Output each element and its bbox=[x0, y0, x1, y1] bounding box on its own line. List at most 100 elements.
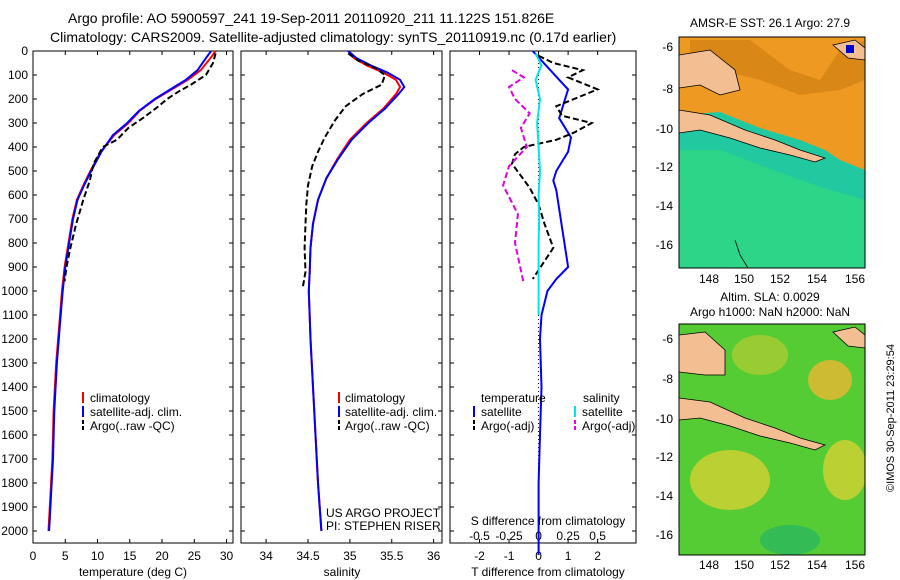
map2-lon-tick: 150 bbox=[734, 558, 754, 572]
map1-lat-tick: -12 bbox=[656, 160, 674, 174]
legend-argo: Argo(..raw -QC) bbox=[345, 419, 430, 433]
map1-lon-tick: 148 bbox=[699, 272, 719, 286]
depth-axis: 0 100 200 300 400 500 600 700 800 900 1000 1100 1200… bbox=[1, 44, 636, 538]
map-axes: -6 -6 -8 -8 -10 -10 -12 -12 -14 -14 -16 -16 148 148 15… bbox=[656, 40, 866, 572]
depth-tick-label: 1000 bbox=[1, 284, 28, 298]
sst-map bbox=[679, 37, 865, 268]
depth-tick-label: 100 bbox=[8, 68, 28, 82]
map2-lon-tick: 148 bbox=[699, 558, 719, 572]
map1-frame bbox=[678, 36, 866, 269]
x-tick-label: 0 bbox=[535, 549, 542, 563]
map1-lat-tick: -16 bbox=[656, 238, 674, 252]
map1-lon-tick: 154 bbox=[807, 272, 827, 286]
x-tick-label: 34 bbox=[259, 549, 273, 563]
temperature-panel-frame bbox=[32, 50, 234, 544]
map2-title-2: Argo h1000: NaN h2000: NaN bbox=[690, 305, 850, 319]
depth-tick-label: 1500 bbox=[1, 404, 28, 418]
coast-detail bbox=[734, 239, 749, 268]
sla-patch bbox=[808, 360, 852, 400]
map2-lat-tick: -14 bbox=[656, 489, 674, 503]
map1-title: AMSR-E SST: 26.1 Argo: 27.9 bbox=[690, 16, 850, 30]
temperature-plot: 0 5 10 15 20 25 30 bbox=[30, 50, 234, 563]
depth-tick-label: 900 bbox=[8, 260, 28, 274]
legend-sal-sat: satellite bbox=[582, 405, 623, 419]
map2-frame bbox=[678, 323, 866, 556]
x-tick-label-salinity: 0.5 bbox=[589, 529, 606, 543]
sdiff-xlabel: S difference from climatology bbox=[471, 514, 626, 528]
x-tick-label: 0 bbox=[30, 549, 37, 563]
map1-lat-tick: -8 bbox=[662, 82, 673, 96]
temperature-xlabel: temperature (deg C) bbox=[79, 565, 187, 579]
map1-lat-tick: -14 bbox=[656, 199, 674, 213]
depth-tick-label: 1800 bbox=[1, 476, 28, 490]
legend-temp-heading: temperature bbox=[481, 391, 546, 405]
x-tick-label: 30 bbox=[220, 549, 234, 563]
map1-lon-tick: 156 bbox=[845, 272, 865, 286]
depth-tick-label: 2000 bbox=[1, 524, 28, 538]
sst-cold-pixel bbox=[846, 45, 854, 53]
salinity-legend: climatology satellite-adj. clim. Argo(..… bbox=[338, 391, 437, 433]
salinity-panel-frame bbox=[240, 50, 443, 544]
salinity-plot: 34 34.5 35 35.5 36 bbox=[259, 50, 441, 563]
series-line-salinity-argo-adj- bbox=[502, 69, 531, 285]
legend-satellite: satellite-adj. clim. bbox=[345, 405, 437, 419]
temperature-legend: climatology satellite-adj. clim. Argo(..… bbox=[82, 391, 182, 433]
x-tick-label: 34.5 bbox=[296, 549, 320, 563]
depth-tick-label: 1600 bbox=[1, 428, 28, 442]
x-tick-label: 1 bbox=[565, 549, 572, 563]
map2-lon-tick: 154 bbox=[807, 558, 827, 572]
x-tick-label: 20 bbox=[155, 549, 169, 563]
x-tick-label: 5 bbox=[62, 549, 69, 563]
series-line-argo-raw-qc- bbox=[63, 53, 217, 282]
series-line-salinity-satellite bbox=[534, 52, 543, 315]
depth-tick-label: 1200 bbox=[1, 332, 28, 346]
depth-tick-label: 1300 bbox=[1, 356, 28, 370]
land-new-guinea bbox=[679, 331, 726, 376]
project-label: US ARGO PROJECT bbox=[326, 506, 441, 520]
land-new-guinea bbox=[679, 49, 741, 96]
map1-lat-tick: -10 bbox=[656, 122, 674, 136]
land-peninsula bbox=[679, 109, 827, 163]
depth-tick-label: 0 bbox=[21, 44, 28, 58]
sla-map bbox=[679, 324, 865, 555]
map2-lat-tick: -12 bbox=[656, 450, 674, 464]
depth-tick-label: 600 bbox=[8, 188, 28, 202]
depth-tick-label: 1700 bbox=[1, 452, 28, 466]
x-tick-label: 10 bbox=[91, 549, 105, 563]
depth-tick-label: 500 bbox=[8, 164, 28, 178]
x-tick-label: 15 bbox=[123, 549, 137, 563]
difference-panel-frame bbox=[449, 50, 637, 544]
difference-plot: -2 -1 0 1 2-0.5 -0.25 0 0.25 0.5 bbox=[469, 50, 606, 563]
land-peninsula bbox=[679, 397, 827, 451]
x-tick-label-salinity: -0.5 bbox=[469, 529, 490, 543]
map1-lat-tick: -6 bbox=[662, 40, 673, 54]
legend-climatology: climatology bbox=[90, 391, 150, 405]
legend-sal-heading: salinity bbox=[583, 391, 620, 405]
x-tick-label: -2 bbox=[474, 549, 485, 563]
x-tick-label: 35 bbox=[343, 549, 357, 563]
x-tick-label: 2 bbox=[594, 549, 601, 563]
pi-label: PI: STEPHEN RISER bbox=[326, 519, 441, 533]
x-tick-label: 36 bbox=[427, 549, 441, 563]
sla-patch bbox=[732, 335, 788, 375]
x-tick-label: -1 bbox=[504, 549, 515, 563]
depth-tick-label: 200 bbox=[8, 92, 28, 106]
x-tick-label-salinity: -0.25 bbox=[495, 529, 523, 543]
map2-lat-tick: -16 bbox=[656, 528, 674, 542]
sst-warm-band bbox=[690, 40, 865, 95]
map2-lat-tick: -8 bbox=[662, 372, 673, 386]
tdiff-xlabel: T difference from climatology bbox=[471, 565, 625, 579]
depth-tick-label: 1400 bbox=[1, 380, 28, 394]
legend-satellite: satellite-adj. clim. bbox=[90, 405, 182, 419]
legend-temp-sat: satellite bbox=[481, 405, 522, 419]
map2-lat-tick: -10 bbox=[656, 412, 674, 426]
land-island bbox=[832, 326, 865, 349]
depth-tick-label: 700 bbox=[8, 212, 28, 226]
sla-patch bbox=[823, 440, 865, 500]
difference-legend: temperature salinity satellite Argo(-adj… bbox=[473, 391, 635, 433]
series-line-satellite-adj-clim- bbox=[307, 50, 406, 532]
legend-temp-argo: Argo(-adj) bbox=[481, 419, 534, 433]
salinity-xlabel: salinity bbox=[324, 565, 361, 579]
depth-tick-label: 300 bbox=[8, 116, 28, 130]
